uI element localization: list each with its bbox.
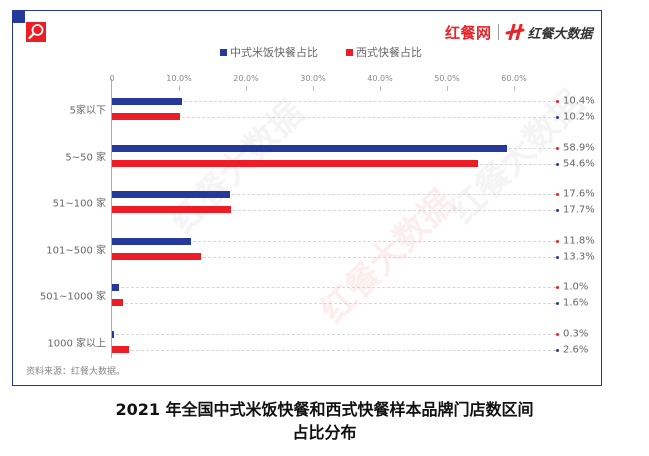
- value-label: 54.6%: [563, 158, 595, 169]
- hongcan-h-logo-icon: [505, 24, 525, 40]
- bar-western: [112, 160, 478, 167]
- figure-caption: 2021 年全国中式米饭快餐和西式快餐样本品牌门店数区间 占比分布: [0, 398, 649, 444]
- value-dot: [556, 147, 559, 150]
- category-label: 5~50 家: [65, 152, 106, 164]
- caption-line-1: 2021 年全国中式米饭快餐和西式快餐样本品牌门店数区间: [115, 400, 534, 419]
- bar-chinese-rice: [112, 144, 507, 152]
- value-label: 2.6%: [563, 344, 589, 355]
- leader-line: [231, 194, 556, 195]
- bar-chinese-rice: [112, 237, 192, 245]
- value-label: 13.3%: [563, 251, 595, 262]
- brand-hongcan-data: 红餐大数据: [505, 23, 593, 42]
- x-tick-label: 0: [109, 74, 115, 83]
- x-tick-mark: [380, 86, 381, 91]
- leader-line: [479, 163, 556, 165]
- value-dot: [556, 100, 559, 103]
- x-tick-mark: [179, 86, 180, 91]
- leader-line: [116, 334, 556, 335]
- leader-line: [193, 241, 556, 242]
- value-dot: [556, 115, 559, 119]
- bar-chinese-rice: [112, 190, 230, 198]
- category-label: 501~1000 家: [39, 291, 106, 303]
- legend-item-western: 西式快餐占比: [346, 44, 422, 60]
- bar-chinese-rice: [112, 330, 114, 338]
- value-label: 0.3%: [563, 328, 589, 340]
- y-axis-line: [111, 79, 112, 358]
- chart-legend: 中式米饭快餐占比 西式快餐占比: [220, 44, 422, 60]
- source-note: 资料来源：红餐大数据。: [26, 367, 126, 377]
- leader-line: [120, 287, 556, 288]
- value-dot: [556, 240, 559, 243]
- bar-western: [112, 253, 202, 260]
- value-dot: [556, 255, 559, 259]
- category-label: 101~500 家: [46, 245, 106, 257]
- leader-line: [131, 349, 556, 351]
- value-label: 1.0%: [563, 281, 589, 293]
- value-label: 17.6%: [563, 188, 595, 200]
- caption-line-2: 占比分布: [292, 423, 357, 442]
- value-dot: [556, 162, 559, 166]
- leader-line: [182, 116, 556, 118]
- x-tick-mark: [447, 86, 448, 91]
- value-dot: [556, 348, 559, 352]
- x-tick-mark: [313, 86, 314, 91]
- leader-line: [508, 148, 556, 149]
- value-label: 10.2%: [563, 111, 595, 122]
- category-label: 51~100 家: [52, 198, 106, 210]
- bar-western: [112, 206, 231, 213]
- value-dot: [556, 193, 559, 196]
- x-tick-label: 20.0%: [233, 74, 259, 83]
- x-tick-label: 60.0%: [501, 74, 527, 83]
- chart-frame: [12, 10, 602, 386]
- value-dot: [556, 333, 559, 336]
- leader-line: [203, 256, 556, 258]
- value-label: 11.8%: [563, 235, 595, 247]
- value-label: 1.6%: [563, 297, 589, 308]
- category-label: 1000 家以上: [47, 338, 106, 350]
- value-label: 58.9%: [563, 142, 595, 154]
- leader-line: [124, 302, 556, 304]
- x-tick-mark: [514, 86, 515, 91]
- bar-western: [112, 346, 130, 353]
- legend-swatch-red: [346, 48, 353, 56]
- legend-item-chinese: 中式米饭快餐占比: [220, 44, 318, 60]
- bar-chinese-rice: [112, 97, 182, 105]
- value-dot: [556, 208, 559, 212]
- brand-hongcan-net: 红餐网: [445, 23, 492, 42]
- leader-line: [183, 101, 556, 102]
- brand-logo: 红餐网 红餐大数据: [445, 20, 593, 44]
- x-tick-label: 10.0%: [166, 74, 192, 83]
- value-label: 10.4%: [563, 95, 595, 107]
- value-dot: [556, 301, 559, 305]
- brand-divider: [497, 24, 499, 40]
- bar-western: [112, 113, 181, 120]
- value-label: 17.7%: [563, 204, 595, 215]
- search-icon: [26, 22, 46, 42]
- bar-chinese-rice: [112, 283, 119, 291]
- corner-accent: [12, 10, 25, 23]
- x-tick-mark: [246, 86, 247, 91]
- value-dot: [556, 286, 559, 289]
- bar-western: [112, 299, 123, 306]
- x-tick-label: 30.0%: [300, 74, 326, 83]
- x-tick-label: 40.0%: [367, 74, 393, 83]
- x-tick-label: 50.0%: [434, 74, 460, 83]
- leader-line: [232, 209, 556, 211]
- category-label: 5家以下: [69, 105, 106, 117]
- legend-swatch-blue: [220, 48, 227, 56]
